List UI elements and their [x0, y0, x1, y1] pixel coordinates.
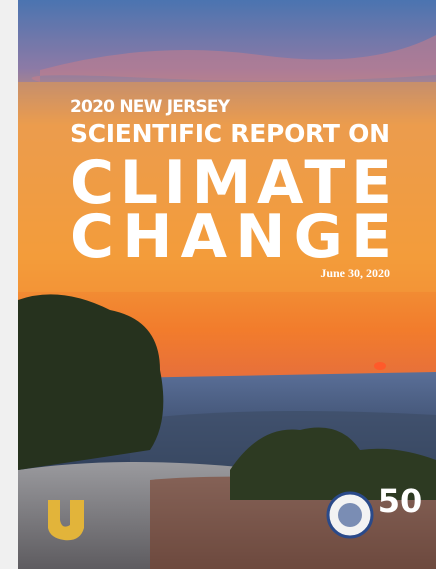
sun	[374, 362, 386, 370]
seal-center	[338, 503, 362, 527]
anniversary-logo: 50	[378, 482, 423, 520]
date: June 30, 2020	[320, 266, 390, 280]
report-cover: 2020 NEW JERSEY SCIENTIFIC REPORT ON CLI…	[0, 0, 436, 569]
page: {"cover": {"kicker": "2020 NEW JERSEY", …	[0, 0, 436, 569]
title-line: SCIENTIFIC REPORT ON	[70, 119, 390, 148]
kicker: 2020 NEW JERSEY	[70, 97, 231, 117]
